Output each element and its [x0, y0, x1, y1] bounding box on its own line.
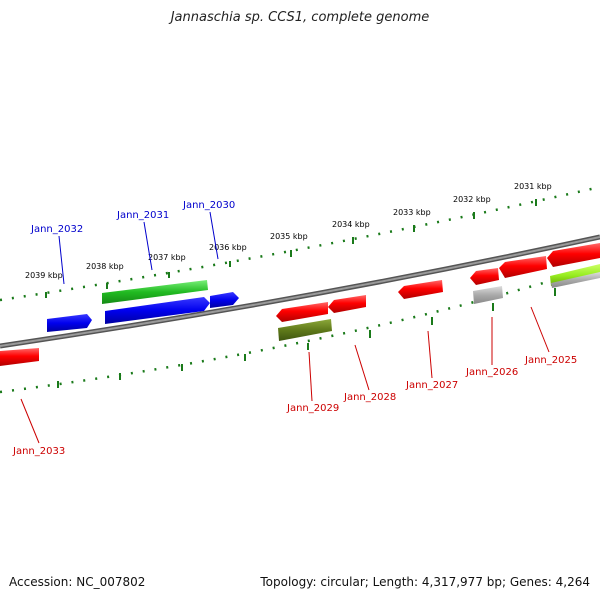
gene-label-minus[interactable]: Jann_2026 [465, 367, 518, 378]
gene-arrow-red[interactable] [0, 348, 39, 366]
kbp-label: 2035 kbp [270, 232, 308, 241]
outer-major-ticks [45, 199, 537, 298]
gene-arrow-red[interactable] [328, 295, 366, 313]
gene-arrow-olive[interactable] [278, 319, 332, 341]
gene-arrow-blue[interactable] [210, 292, 239, 308]
genome-summary-text: Topology: circular; Length: 4,317,977 bp… [260, 575, 590, 589]
minus-gene-labels: Jann_2033 Jann_2029 Jann_2028 Jann_2027 … [12, 306, 577, 457]
gene-arrow-red[interactable] [276, 302, 328, 322]
minus-strand-genes [0, 243, 600, 366]
gene-label-plus[interactable]: Jann_2031 [116, 210, 169, 221]
gene-label-plus[interactable]: Jann_2030 [182, 200, 235, 211]
gene-arrow-gray[interactable] [551, 272, 600, 288]
kbp-label: 2034 kbp [332, 220, 370, 229]
gene-arrow-red[interactable] [470, 268, 499, 285]
gene-label-minus[interactable]: Jann_2027 [405, 380, 458, 391]
gene-label-minus[interactable]: Jann_2033 [12, 446, 65, 457]
kbp-label: 2031 kbp [514, 182, 552, 191]
kbp-label: 2039 kbp [25, 271, 63, 280]
plus-gene-labels: Jann_2032 Jann_2031 Jann_2030 [30, 200, 235, 285]
plus-strand-genes [47, 280, 239, 332]
kbp-label: 2037 kbp [148, 253, 186, 262]
gene-arrow-gray[interactable] [473, 286, 503, 304]
gene-label-plus[interactable]: Jann_2032 [30, 224, 83, 235]
gene-arrow-blue[interactable] [47, 314, 92, 332]
gene-label-minus[interactable]: Jann_2028 [343, 392, 396, 403]
inner-major-ticks [57, 288, 556, 388]
map-title: Jannaschia sp. CCS1, complete genome [170, 10, 430, 25]
accession-text: Accession: NC_007802 [9, 575, 146, 589]
gene-arrow-blue[interactable] [105, 297, 210, 324]
gene-label-minus[interactable]: Jann_2025 [524, 355, 577, 366]
gene-arrow-red[interactable] [499, 256, 547, 278]
gene-arrow-red[interactable] [547, 243, 600, 267]
kbp-label: 2033 kbp [393, 208, 431, 217]
gene-label-minus[interactable]: Jann_2029 [286, 403, 339, 414]
gene-arrow-red[interactable] [398, 280, 443, 299]
kbp-label: 2036 kbp [209, 243, 247, 252]
outer-scale-track [0, 185, 600, 302]
kbp-label: 2038 kbp [86, 262, 124, 271]
kbp-label: 2032 kbp [453, 195, 491, 204]
gene-arrow-green[interactable] [102, 280, 208, 304]
